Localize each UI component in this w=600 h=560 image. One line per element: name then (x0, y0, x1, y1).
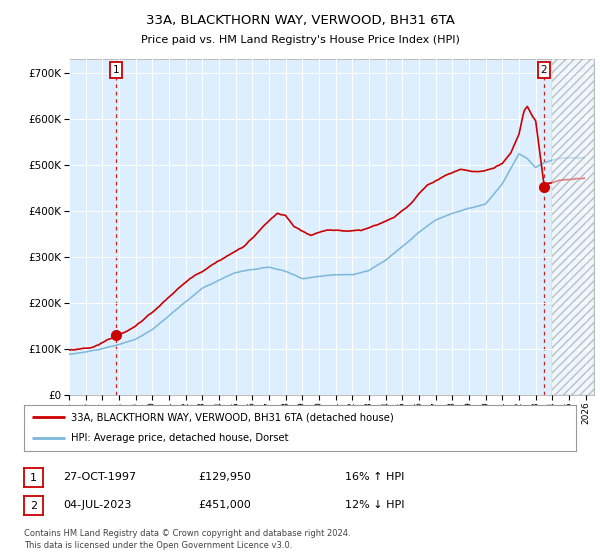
Text: 27-OCT-1997: 27-OCT-1997 (63, 472, 136, 482)
Text: Contains HM Land Registry data © Crown copyright and database right 2024.
This d: Contains HM Land Registry data © Crown c… (24, 529, 350, 550)
Text: 04-JUL-2023: 04-JUL-2023 (63, 500, 131, 510)
Text: 1: 1 (113, 65, 119, 75)
Text: 12% ↓ HPI: 12% ↓ HPI (345, 500, 404, 510)
Text: 33A, BLACKTHORN WAY, VERWOOD, BH31 6TA: 33A, BLACKTHORN WAY, VERWOOD, BH31 6TA (146, 14, 454, 27)
Text: 33A, BLACKTHORN WAY, VERWOOD, BH31 6TA (detached house): 33A, BLACKTHORN WAY, VERWOOD, BH31 6TA (… (71, 412, 394, 422)
Text: £451,000: £451,000 (198, 500, 251, 510)
Text: £129,950: £129,950 (198, 472, 251, 482)
Text: HPI: Average price, detached house, Dorset: HPI: Average price, detached house, Dors… (71, 433, 289, 444)
Text: 2: 2 (541, 65, 547, 75)
Bar (553, 59, 594, 395)
Text: 2: 2 (30, 501, 37, 511)
Bar (553, 59, 594, 395)
Text: 1: 1 (30, 473, 37, 483)
Text: 16% ↑ HPI: 16% ↑ HPI (345, 472, 404, 482)
Text: Price paid vs. HM Land Registry's House Price Index (HPI): Price paid vs. HM Land Registry's House … (140, 35, 460, 45)
